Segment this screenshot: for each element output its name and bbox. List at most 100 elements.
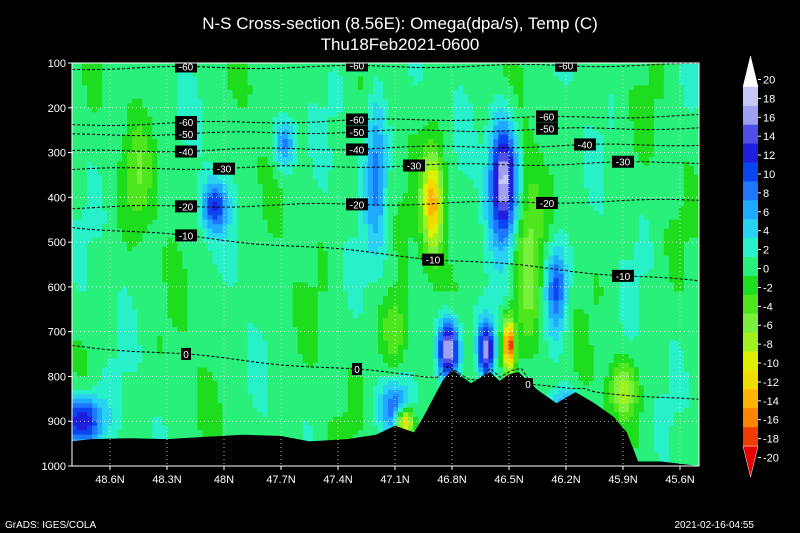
heat-cell (428, 161, 434, 167)
heat-cell (388, 179, 394, 185)
heat-cell (87, 98, 93, 104)
heat-cell (393, 134, 399, 140)
heat-cell (623, 152, 630, 158)
heat-cell (483, 224, 489, 230)
heat-cell (463, 215, 469, 221)
heat-cell (92, 206, 98, 212)
heat-cell (638, 71, 645, 78)
heat-cell (192, 174, 198, 181)
heat-cell (272, 206, 279, 212)
heat-cell (342, 125, 349, 131)
heat-cell (408, 179, 414, 185)
heat-cell (498, 192, 504, 198)
heat-cell (478, 210, 484, 216)
heat-cell (613, 233, 620, 239)
heat-cell (262, 89, 269, 95)
heat-cell (317, 134, 324, 140)
heat-cell (468, 233, 474, 239)
heat-cell (453, 210, 459, 216)
heat-cell (317, 152, 324, 158)
heat-cell (668, 63, 675, 69)
heat-cell (207, 134, 214, 140)
heat-cell (222, 201, 229, 207)
heat-cell (167, 89, 173, 95)
heat-cell (257, 224, 264, 230)
heat-cell (322, 107, 329, 113)
heat-cell (553, 228, 560, 234)
heat-cell (362, 157, 369, 163)
heat-cell (272, 89, 279, 95)
heat-cell (312, 157, 319, 163)
heat-cell (312, 89, 319, 95)
heat-cell (117, 210, 123, 216)
heat-cell (127, 112, 133, 118)
heat-cell (117, 157, 123, 163)
heat-cell (693, 219, 699, 225)
heat-cell (553, 89, 560, 95)
heat-cell (388, 85, 394, 91)
heat-cell (237, 215, 244, 221)
heat-cell (563, 139, 570, 145)
heat-cell (558, 188, 565, 194)
heat-cell (458, 233, 464, 239)
heat-cell (242, 98, 249, 104)
heat-cell (408, 98, 414, 104)
heat-cell (377, 80, 384, 86)
heat-cell (613, 112, 620, 118)
heat-cell (623, 71, 630, 78)
heat-cell (222, 237, 229, 243)
heat-cell (262, 201, 269, 207)
heat-cell (232, 152, 239, 158)
heat-cell (663, 103, 670, 109)
heat-cell (393, 103, 399, 109)
heat-cell (403, 121, 409, 127)
heat-cell (97, 98, 103, 104)
heat-cell (287, 94, 294, 100)
heat-cell (372, 174, 379, 181)
heat-cell (267, 210, 274, 216)
heat-cell (683, 139, 690, 145)
heat-cell (247, 89, 254, 95)
heat-cell (167, 67, 173, 73)
heat-cell (372, 228, 379, 234)
heat-cell (673, 98, 680, 104)
heat-cell (337, 107, 344, 113)
heat-cell (498, 139, 504, 145)
heat-cell (287, 206, 294, 212)
heat-cell (117, 179, 123, 185)
heat-cell (107, 125, 113, 131)
heat-cell (322, 143, 329, 149)
heat-cell (623, 67, 630, 73)
heat-cell (393, 224, 399, 230)
heat-cell (588, 165, 595, 172)
heat-cell (312, 80, 319, 86)
heat-cell (72, 139, 78, 145)
heat-cell (187, 188, 193, 194)
heat-cell (152, 183, 158, 189)
heat-cell (337, 197, 344, 203)
heat-cell (438, 112, 444, 118)
heat-cell (112, 188, 118, 194)
heat-cell (182, 224, 188, 230)
heat-cell (147, 165, 153, 172)
heat-cell (423, 206, 429, 212)
heat-cell (683, 152, 690, 158)
heat-cell (87, 107, 93, 113)
heat-cell (77, 107, 83, 113)
heat-cell (553, 165, 560, 172)
heat-cell (272, 148, 279, 154)
heat-cell (257, 94, 264, 100)
heat-cell (92, 94, 98, 100)
heat-cell (503, 224, 509, 230)
heat-cell (388, 201, 394, 207)
heat-cell (252, 237, 259, 243)
heat-cell (448, 112, 454, 118)
heat-cell (568, 112, 575, 118)
heat-cell (658, 121, 665, 127)
heat-cell (267, 130, 274, 136)
heat-cell (177, 139, 183, 145)
heat-cell (287, 67, 294, 73)
heat-cell (623, 174, 630, 181)
heat-cell (643, 121, 650, 127)
heat-cell (678, 165, 685, 172)
